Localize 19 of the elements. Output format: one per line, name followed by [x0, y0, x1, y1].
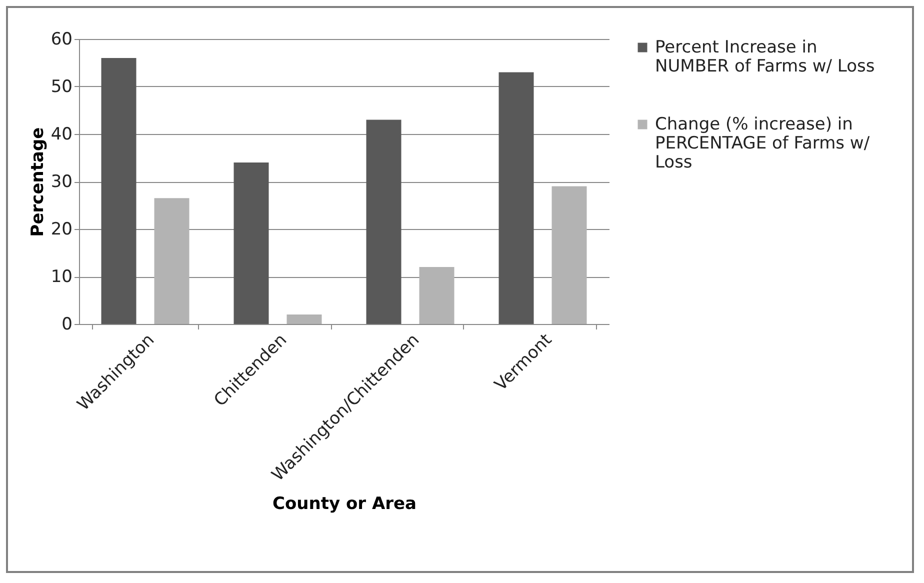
bar — [498, 72, 534, 324]
bar — [419, 267, 454, 324]
y-axis-title: Percentage — [28, 127, 48, 237]
bar — [552, 186, 587, 324]
bar — [286, 314, 322, 324]
bar — [366, 120, 402, 324]
y-tick-label: 60 — [50, 30, 72, 50]
y-tick-label: 30 — [50, 172, 72, 192]
legend-label: Change (% increase) in PERCENTAGE of Farms w/ Loss — [655, 114, 870, 172]
y-tick-label: 20 — [50, 220, 72, 240]
y-tick-label: 40 — [50, 124, 72, 144]
y-tick-label: 0 — [62, 314, 72, 334]
bar — [101, 58, 136, 324]
bar — [234, 162, 269, 324]
legend-label: Percent Increase in NUMBER of Farms w/ Loss — [655, 38, 875, 76]
y-tick-label: 10 — [50, 267, 72, 287]
y-tick-label: 50 — [50, 77, 72, 97]
bar — [154, 198, 190, 324]
x-axis-title: County or Area — [272, 494, 417, 514]
